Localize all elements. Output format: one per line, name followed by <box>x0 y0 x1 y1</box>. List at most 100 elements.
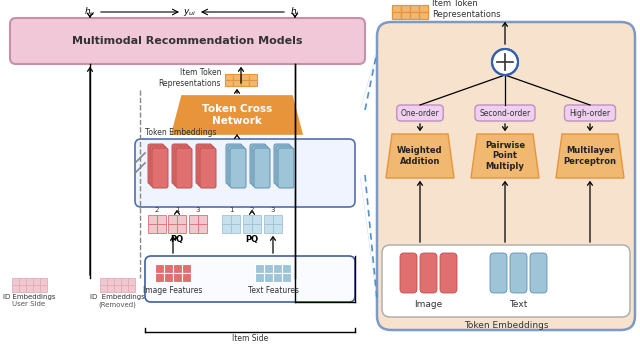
Bar <box>243 215 252 224</box>
Bar <box>168 215 177 224</box>
Text: User Side: User Side <box>12 301 45 307</box>
Bar <box>243 224 252 233</box>
FancyBboxPatch shape <box>152 148 168 188</box>
FancyBboxPatch shape <box>276 146 292 186</box>
Text: ID  Embeddings: ID Embeddings <box>90 294 145 300</box>
Text: Item Token
Representations: Item Token Representations <box>159 68 221 88</box>
Bar <box>19 285 26 292</box>
Bar <box>241 80 249 86</box>
Text: Text: Text <box>509 300 527 309</box>
Polygon shape <box>386 134 454 178</box>
FancyBboxPatch shape <box>440 253 457 293</box>
Bar <box>410 5 419 12</box>
FancyBboxPatch shape <box>145 256 355 302</box>
Bar <box>12 278 19 285</box>
Bar <box>419 12 428 19</box>
FancyBboxPatch shape <box>252 146 268 186</box>
Bar <box>273 273 282 282</box>
Circle shape <box>492 49 518 75</box>
Bar <box>148 215 157 224</box>
FancyBboxPatch shape <box>510 253 527 293</box>
FancyBboxPatch shape <box>176 148 192 188</box>
Text: Second-order: Second-order <box>479 108 531 118</box>
FancyBboxPatch shape <box>475 105 535 121</box>
Bar <box>252 215 261 224</box>
Bar <box>241 74 249 80</box>
Bar <box>26 285 33 292</box>
Bar <box>114 285 121 292</box>
Bar <box>26 278 33 285</box>
Bar <box>177 215 186 224</box>
Bar <box>419 5 428 12</box>
FancyBboxPatch shape <box>564 105 616 121</box>
Bar <box>233 74 241 80</box>
Bar <box>128 278 135 285</box>
Text: $h_i$: $h_i$ <box>291 6 300 18</box>
Bar <box>189 215 198 224</box>
Bar <box>155 273 164 282</box>
Bar <box>33 285 40 292</box>
Bar <box>177 224 186 233</box>
Text: Token Cross
Network: Token Cross Network <box>202 104 272 126</box>
FancyBboxPatch shape <box>135 139 355 207</box>
Text: Weighted
Addition: Weighted Addition <box>397 146 443 166</box>
Bar <box>114 278 121 285</box>
Text: Multilayer
Perceptron: Multilayer Perceptron <box>563 146 616 166</box>
FancyBboxPatch shape <box>226 144 242 184</box>
Bar <box>168 224 177 233</box>
Text: PQ: PQ <box>245 235 259 244</box>
FancyBboxPatch shape <box>10 18 365 64</box>
FancyBboxPatch shape <box>148 144 164 184</box>
FancyBboxPatch shape <box>420 253 437 293</box>
Bar <box>182 264 191 273</box>
Bar <box>282 273 291 282</box>
Bar <box>273 224 282 233</box>
Bar <box>19 278 26 285</box>
Bar <box>189 224 198 233</box>
Bar <box>249 80 257 86</box>
Bar <box>157 215 166 224</box>
Bar <box>121 285 128 292</box>
Text: $y_{ui}$: $y_{ui}$ <box>184 7 196 18</box>
Bar <box>264 273 273 282</box>
Bar <box>157 224 166 233</box>
Bar <box>225 74 233 80</box>
Bar <box>198 224 207 233</box>
Bar <box>231 224 240 233</box>
Bar <box>249 74 257 80</box>
Bar <box>401 12 410 19</box>
Text: 3: 3 <box>271 207 275 213</box>
Bar <box>107 285 114 292</box>
FancyBboxPatch shape <box>278 148 294 188</box>
Bar <box>231 215 240 224</box>
Bar <box>282 264 291 273</box>
Bar <box>273 215 282 224</box>
Bar <box>182 273 191 282</box>
FancyBboxPatch shape <box>490 253 507 293</box>
Text: 2: 2 <box>250 207 254 213</box>
FancyBboxPatch shape <box>250 144 266 184</box>
FancyBboxPatch shape <box>274 144 290 184</box>
FancyBboxPatch shape <box>230 148 246 188</box>
Polygon shape <box>471 134 539 178</box>
Text: Token Embeddings: Token Embeddings <box>145 128 216 137</box>
Bar <box>392 12 401 19</box>
FancyBboxPatch shape <box>397 105 444 121</box>
Text: One-order: One-order <box>401 108 440 118</box>
FancyBboxPatch shape <box>530 253 547 293</box>
Text: Text Features: Text Features <box>248 286 298 295</box>
Bar <box>121 278 128 285</box>
Text: Image Features: Image Features <box>143 286 203 295</box>
Text: ID Embeddings: ID Embeddings <box>3 294 55 300</box>
Bar <box>222 224 231 233</box>
Bar <box>264 264 273 273</box>
Bar <box>273 264 282 273</box>
Bar <box>173 273 182 282</box>
Bar <box>12 285 19 292</box>
Bar <box>107 278 114 285</box>
Polygon shape <box>172 96 302 134</box>
Text: High-order: High-order <box>570 108 611 118</box>
Bar <box>401 5 410 12</box>
Bar <box>164 264 173 273</box>
Text: Pairwise
Point
Multiply: Pairwise Point Multiply <box>485 141 525 171</box>
